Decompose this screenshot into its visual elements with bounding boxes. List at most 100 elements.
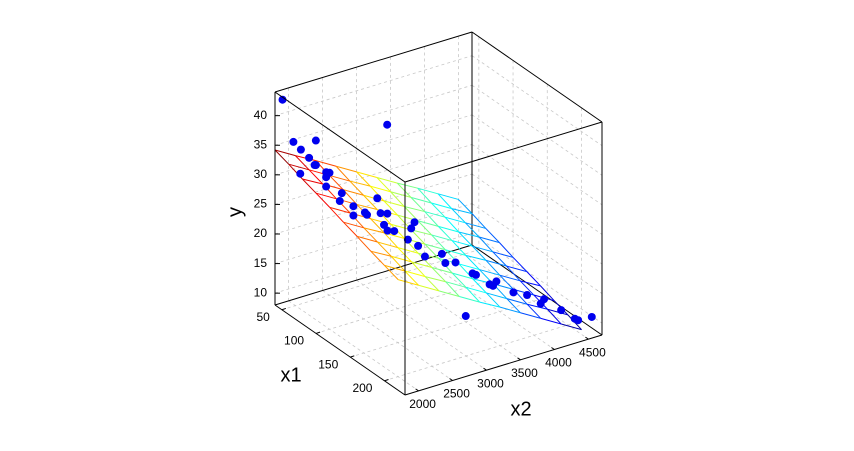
- data-point: [441, 259, 450, 268]
- y-tick-label: 40: [254, 108, 268, 122]
- surface-edge: [308, 169, 324, 185]
- surface-edge: [274, 149, 296, 157]
- surface-edge: [499, 306, 521, 314]
- surface-edge: [424, 243, 439, 259]
- surface-edge: [417, 220, 439, 227]
- grid-line: [274, 84, 473, 146]
- tick-mark: [585, 336, 589, 340]
- surface-edge: [445, 249, 466, 256]
- tick-mark: [551, 347, 555, 350]
- box-edge: [274, 304, 406, 396]
- surface-edge: [383, 232, 399, 249]
- surface-edge: [370, 218, 385, 234]
- surface-edge: [472, 245, 493, 253]
- surface-edge: [396, 182, 412, 198]
- surface-edge: [349, 180, 371, 187]
- surface-edge: [274, 149, 290, 165]
- x2-tick-label: 3500: [511, 366, 538, 380]
- surface-edge: [329, 207, 344, 223]
- surface-edge: [451, 208, 466, 224]
- data-point: [383, 120, 392, 129]
- surface-edge: [417, 187, 432, 204]
- surface-edge: [329, 174, 350, 182]
- surface-edge: [329, 206, 351, 214]
- x1-tick-label: 150: [318, 357, 338, 371]
- tick-mark: [449, 378, 453, 381]
- tick-mark: [315, 331, 321, 334]
- grid-line: [471, 114, 603, 206]
- x1-tick-label: 200: [352, 381, 372, 395]
- surface-edge: [506, 298, 521, 314]
- surface-edge: [390, 191, 405, 207]
- box-edge: [274, 91, 406, 183]
- surface-edge: [479, 301, 501, 308]
- surface-edge: [343, 221, 364, 229]
- surface-edge: [478, 236, 494, 253]
- data-point: [376, 209, 385, 218]
- surface-edge: [485, 259, 507, 267]
- data-point: [461, 312, 470, 321]
- surface-edge: [465, 222, 486, 229]
- x2-axis-label: x2: [510, 398, 531, 420]
- grid-line: [350, 296, 548, 358]
- grid-line: [390, 269, 521, 361]
- surface-edge: [302, 178, 323, 185]
- grid-line: [471, 203, 603, 294]
- surface-edge: [486, 292, 501, 308]
- surface-edge: [417, 220, 432, 236]
- surface-edge: [465, 254, 487, 261]
- surface-edge: [424, 211, 439, 227]
- surface-edge: [506, 298, 528, 305]
- data-point: [305, 153, 314, 162]
- surface-edge: [506, 265, 527, 273]
- surface-edge: [519, 280, 535, 296]
- x2-tick-label: 3000: [477, 376, 504, 390]
- surface-edge: [335, 165, 351, 182]
- grid-line: [384, 320, 582, 382]
- data-point: [390, 227, 399, 236]
- data-point: [296, 145, 305, 154]
- data-point: [278, 95, 287, 104]
- tick-mark: [517, 357, 521, 361]
- data-point: [540, 295, 549, 304]
- data-point: [383, 209, 392, 218]
- surface-edge: [315, 192, 337, 200]
- surface-edge: [512, 257, 528, 273]
- x2-tick-label: 4500: [579, 345, 606, 359]
- surface-edge: [444, 216, 466, 224]
- data-point: [296, 169, 305, 178]
- surface-edge: [302, 178, 317, 194]
- data-point: [414, 241, 423, 250]
- data-point: [337, 189, 346, 198]
- grid-line: [274, 173, 473, 235]
- surface-edge: [451, 240, 473, 247]
- y-axis-label: y: [224, 207, 246, 217]
- grid-line: [274, 144, 473, 205]
- surface-edge: [363, 227, 385, 234]
- surface-edge: [492, 251, 507, 267]
- tick-mark: [483, 367, 487, 371]
- data-point: [322, 182, 331, 191]
- surface-edge: [397, 247, 419, 254]
- surface-edge: [451, 240, 467, 256]
- surface-edge: [451, 208, 473, 215]
- surface-edge: [438, 225, 459, 233]
- surface-edge: [445, 281, 460, 297]
- surface-edge: [520, 312, 541, 319]
- surface-edge: [356, 171, 378, 179]
- surface-edge: [410, 197, 426, 212]
- data-point: [587, 312, 596, 321]
- surface-edge: [397, 182, 418, 189]
- grid-line: [274, 203, 473, 264]
- surface-edge: [459, 296, 480, 303]
- grid-line: [471, 144, 603, 235]
- grid-line: [322, 290, 453, 381]
- data-point: [360, 208, 369, 217]
- surface-edge: [363, 227, 378, 243]
- y-tick-label: 35: [254, 137, 268, 151]
- surface-edge: [479, 269, 500, 276]
- surface-edge: [376, 177, 391, 193]
- surface-edge: [547, 308, 562, 325]
- surface-edge: [431, 202, 452, 210]
- surface-edge: [458, 263, 480, 271]
